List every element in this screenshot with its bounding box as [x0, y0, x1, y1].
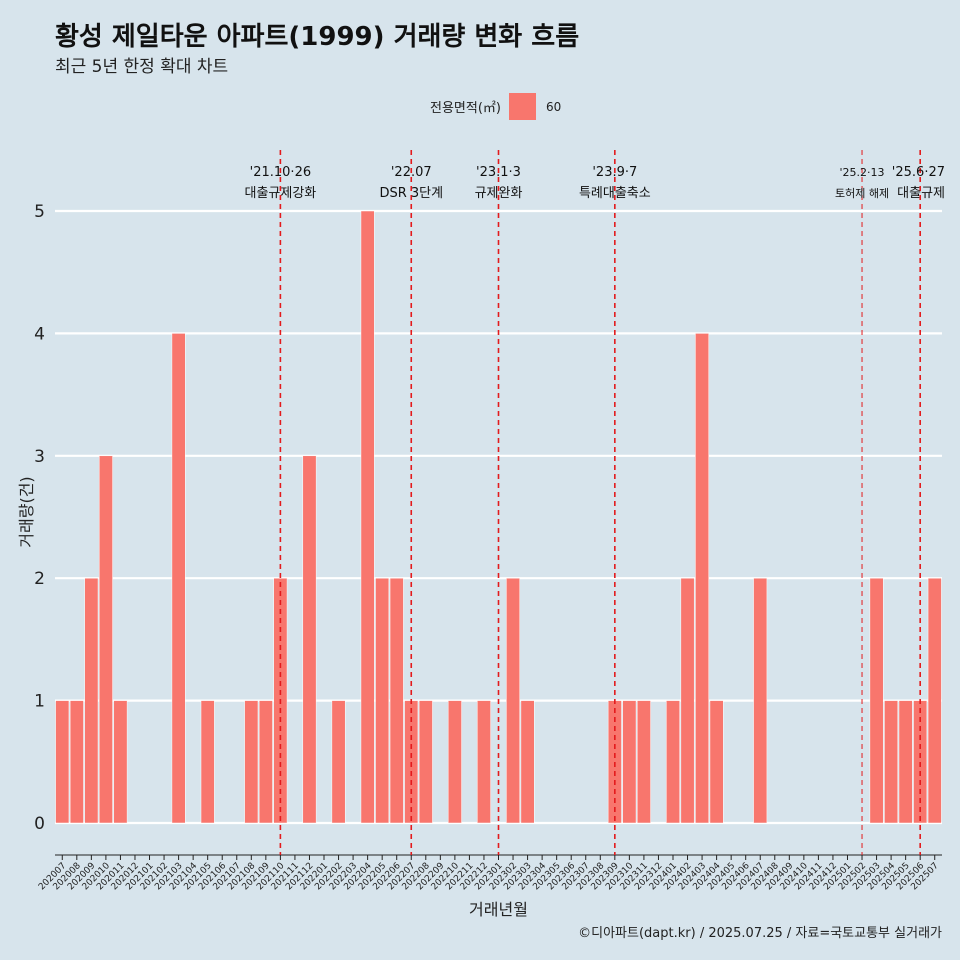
bar	[447, 700, 462, 824]
bar	[418, 700, 433, 824]
bar	[753, 577, 768, 824]
bar	[389, 577, 404, 824]
legend-label: 60	[545, 99, 562, 114]
legend-swatch	[508, 93, 536, 120]
y-tick-label: 2	[34, 569, 45, 589]
bar	[98, 455, 113, 824]
y-tick-label: 0	[34, 814, 45, 834]
bar	[113, 700, 128, 824]
bar	[477, 700, 491, 824]
bar	[55, 700, 70, 824]
bar	[622, 700, 637, 824]
y-tick-label: 1	[34, 692, 45, 712]
event-date-label: '25.6·27	[892, 165, 945, 180]
x-axis-title: 거래년월	[469, 900, 528, 919]
bar	[709, 700, 724, 824]
event-date-label: '23.1·3	[476, 165, 521, 180]
event-date-label: '21.10·26	[250, 165, 311, 180]
event-name-label: 토허제 해제	[835, 186, 889, 200]
event-date-label: '25.2·13	[840, 166, 885, 179]
y-tick-label: 5	[34, 202, 45, 222]
bar	[171, 333, 186, 824]
bar	[666, 700, 680, 824]
bar	[200, 700, 215, 824]
event-name-label: 규제완화	[475, 186, 523, 201]
bar	[360, 210, 375, 824]
bar	[331, 700, 346, 824]
bar	[506, 577, 520, 824]
y-tick-label: 3	[34, 447, 45, 467]
legend: 전용면적(㎡) 60	[430, 93, 561, 120]
bar	[680, 577, 695, 824]
bar	[695, 333, 709, 824]
y-axis-title: 거래량(건)	[17, 476, 36, 547]
bar	[636, 700, 651, 824]
bar	[884, 700, 899, 824]
bar	[244, 700, 259, 824]
chart-title: 황성 제일타운 아파트(1999) 거래량 변화 흐름	[55, 22, 580, 52]
legend-title: 전용면적(㎡)	[430, 101, 501, 116]
event-date-label: '22.07	[391, 165, 432, 180]
chart-subtitle: 최근 5년 한정 확대 차트	[55, 57, 229, 77]
bar	[258, 700, 273, 824]
event-name-label: 대출규제	[897, 186, 945, 201]
source-caption: ©디아파트(dapt.kr) / 2025.07.25 / 자료=국토교통부 실…	[578, 926, 942, 941]
bar	[520, 700, 535, 824]
event-name-label: 특례대출축소	[579, 186, 651, 201]
event-name-label: DSR 3단계	[379, 186, 443, 201]
bar	[898, 700, 913, 824]
bar	[927, 577, 942, 824]
bar	[375, 577, 390, 824]
bar	[869, 577, 884, 824]
y-tick-label: 4	[34, 324, 45, 344]
bar	[69, 700, 84, 824]
event-date-label: '23.9·7	[592, 165, 637, 180]
bar	[84, 577, 99, 824]
bar	[302, 455, 317, 824]
event-name-label: 대출규제강화	[245, 186, 317, 201]
